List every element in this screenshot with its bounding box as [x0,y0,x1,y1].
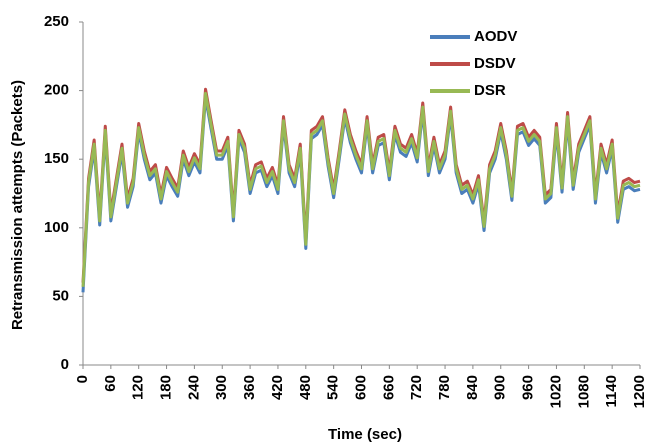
y-tick-label: 50 [52,287,69,304]
x-tick-label: 240 [185,375,202,400]
legend-label: DSR [474,82,506,99]
x-tick-label: 0 [74,375,91,383]
x-tick-label: 120 [130,375,147,400]
x-axis-label: Time (sec) [328,426,402,443]
x-tick-label: 780 [436,375,453,400]
legend-label: DSDV [474,55,516,72]
y-tick-label: 200 [44,82,69,99]
series-line [81,91,641,287]
x-tick-label: 660 [380,375,397,400]
x-tick-label: 1200 [631,375,648,408]
x-tick-label: 900 [492,375,509,400]
x-tick-label: 720 [408,375,425,400]
x-tick-label: 600 [352,375,369,400]
x-tick-label: 1020 [547,375,564,408]
x-tick-label: 960 [520,375,537,400]
y-tick-label: 0 [61,356,69,373]
x-tick-label: 180 [158,375,175,400]
x-tick-label: 1080 [575,375,592,408]
x-tick-label: 360 [241,375,258,400]
x-tick-label: 1140 [603,375,620,408]
x-tick-label: 60 [102,375,119,392]
y-tick-label: 150 [44,150,69,167]
x-tick-label: 540 [325,375,342,400]
x-tick-label: 480 [297,375,314,400]
series-line [81,95,641,293]
y-tick-label: 100 [44,219,69,236]
y-tick-label: 250 [44,13,69,30]
x-tick-label: 420 [269,375,286,400]
x-tick-label: 840 [464,375,481,400]
y-axis-label: Retransmission attempts (Packets) [9,80,26,330]
series-line [81,87,641,283]
x-tick-label: 300 [213,375,230,400]
legend-label: AODV [474,28,517,45]
